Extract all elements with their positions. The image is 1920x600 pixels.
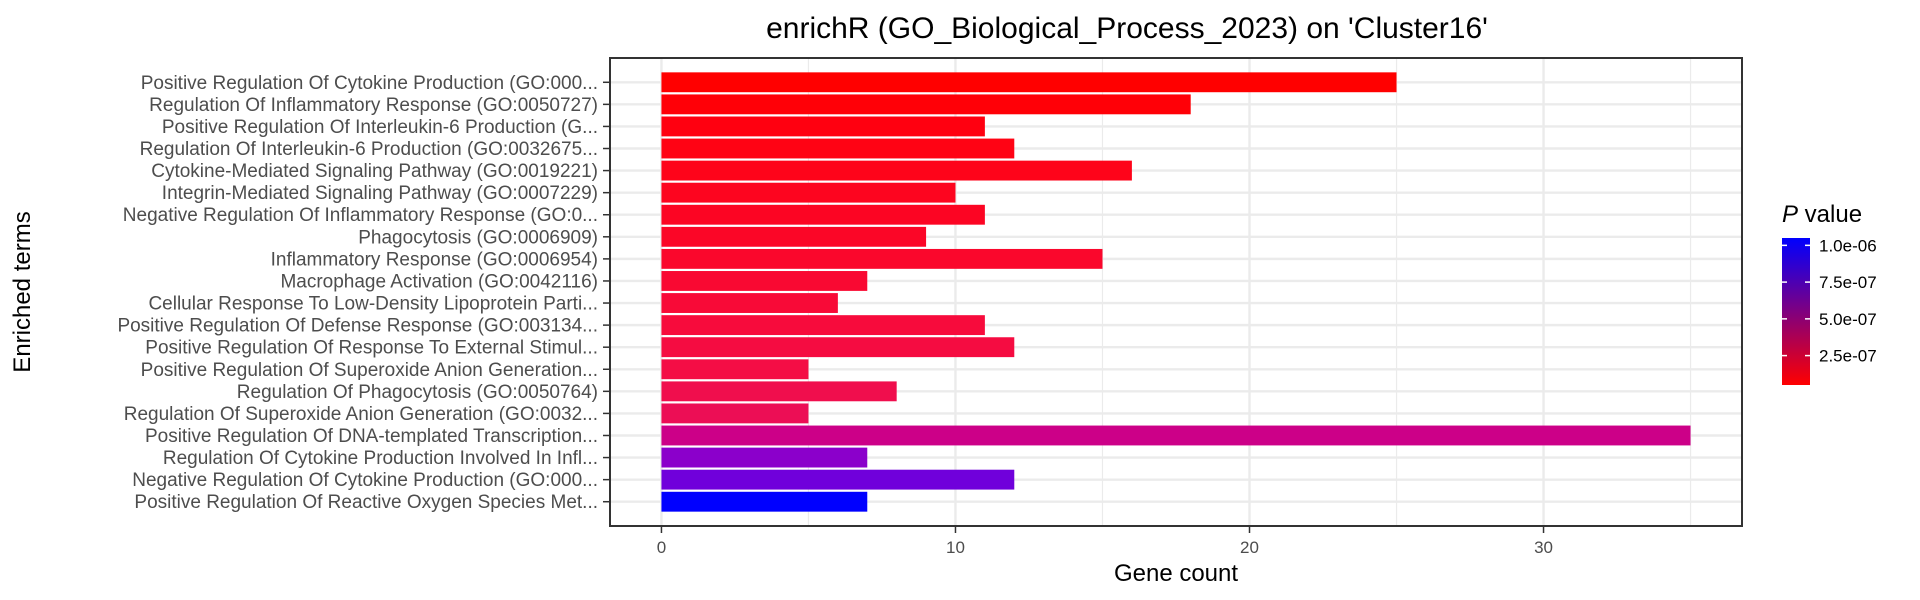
- y-tick-label: Macrophage Activation (GO:0042116): [280, 271, 598, 292]
- bar: [661, 403, 809, 424]
- bar: [661, 248, 1103, 269]
- y-tick-label: Phagocytosis (GO:0006909): [358, 227, 598, 248]
- chart-title: enrichR (GO_Biological_Process_2023) on …: [766, 12, 1488, 45]
- bar: [661, 293, 838, 313]
- y-tick-label: Cytokine-Mediated Signaling Pathway (GO:…: [151, 161, 598, 182]
- y-tick-label: Negative Regulation Of Inflammatory Resp…: [123, 205, 598, 226]
- legend-tick-label: 1.0e-06: [1819, 236, 1877, 255]
- y-axis-title: Enriched terms: [9, 211, 36, 372]
- legend-ticks: 1.0e-06 7.5e-07 5.0e-07 2.5e-07: [1782, 236, 1877, 366]
- x-axis-title: Gene count: [1114, 560, 1238, 587]
- y-tick-label: Inflammatory Response (GO:0006954): [271, 249, 598, 270]
- legend-title-italic: P: [1782, 201, 1798, 228]
- y-tick-label: Cellular Response To Low-Density Lipopro…: [148, 294, 598, 315]
- bar: [661, 116, 985, 137]
- bar: [661, 359, 809, 380]
- x-tick-label: 30: [1534, 538, 1553, 557]
- bar: [661, 94, 1191, 115]
- bar: [661, 381, 897, 402]
- y-tick-label: Regulation Of Cytokine Production Involv…: [163, 448, 598, 469]
- bar: [661, 182, 956, 203]
- legend-colorbar: [1782, 238, 1810, 385]
- y-tick-label: Positive Regulation Of Response To Exter…: [145, 338, 598, 359]
- legend-title-rest: value: [1798, 201, 1862, 228]
- bar: [661, 425, 1691, 446]
- bar: [661, 160, 1132, 181]
- bar: [661, 204, 985, 225]
- legend-tick-label: 7.5e-07: [1819, 273, 1877, 292]
- y-tick-label: Positive Regulation Of Cytokine Producti…: [141, 73, 598, 94]
- bar: [661, 491, 868, 512]
- y-tick-label: Regulation Of Inflammatory Response (GO:…: [149, 95, 598, 116]
- bar: [661, 447, 868, 468]
- plot-border: [609, 57, 1743, 527]
- legend-title: P value: [1782, 201, 1862, 228]
- bar: [661, 138, 1015, 159]
- legend: P value 1.0e-06 7.5e-07 5.0e-07 2.5e-07: [1782, 201, 1877, 385]
- y-tick-label: Regulation Of Phagocytosis (GO:0050764): [237, 382, 598, 403]
- y-tick-label: Integrin-Mediated Signaling Pathway (GO:…: [162, 183, 598, 204]
- y-tick-label: Positive Regulation Of Interleukin-6 Pro…: [162, 117, 598, 138]
- legend-tick-label: 2.5e-07: [1819, 347, 1877, 366]
- bar: [661, 72, 1397, 93]
- bar: [661, 226, 927, 247]
- x-axis-ticks: 0 10 20 30: [657, 526, 1553, 557]
- y-tick-labels: Positive Regulation Of Cytokine Producti…: [117, 73, 610, 513]
- y-tick-label: Positive Regulation Of DNA-templated Tra…: [145, 426, 598, 447]
- bars: [661, 72, 1691, 512]
- x-tick-label: 10: [946, 538, 965, 557]
- y-tick-label: Positive Regulation Of Defense Response …: [117, 316, 598, 337]
- y-tick-label: Positive Regulation Of Superoxide Anion …: [141, 360, 598, 381]
- bar: [661, 337, 1015, 358]
- y-tick-label: Positive Regulation Of Reactive Oxygen S…: [134, 492, 598, 513]
- y-tick-label: Regulation Of Superoxide Anion Generatio…: [124, 404, 598, 425]
- x-tick-label: 20: [1240, 538, 1259, 557]
- x-tick-label: 0: [657, 538, 666, 557]
- bar: [661, 469, 1015, 490]
- bar: [661, 271, 868, 291]
- y-tick-label: Regulation Of Interleukin-6 Production (…: [140, 139, 598, 160]
- bar: [661, 315, 985, 336]
- legend-tick-label: 5.0e-07: [1819, 310, 1877, 329]
- y-tick-label: Negative Regulation Of Cytokine Producti…: [132, 470, 598, 491]
